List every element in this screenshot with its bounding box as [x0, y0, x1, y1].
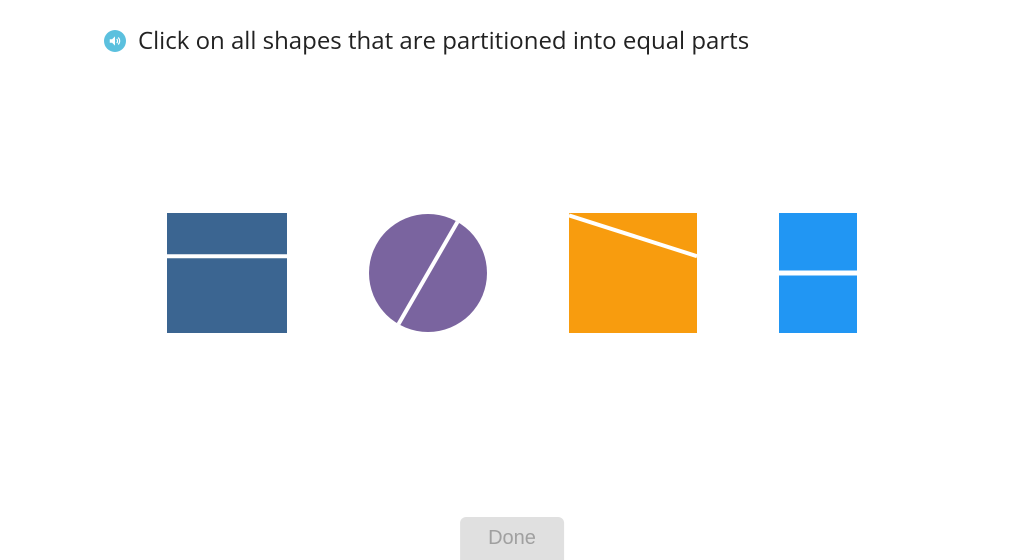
shape-svg-3: [569, 213, 697, 333]
shape-svg-1: [167, 213, 287, 333]
shape-svg-2: [369, 214, 487, 332]
shape-rect-equal-split[interactable]: [779, 213, 857, 338]
shape-rect-unequal-split[interactable]: [167, 213, 287, 338]
shape-rect-diagonal-unequal[interactable]: [569, 213, 697, 338]
question-text: Click on all shapes that are partitioned…: [138, 24, 749, 57]
speaker-icon: [108, 34, 122, 48]
shape-circle-diagonal[interactable]: [369, 214, 487, 337]
shape-svg-4: [779, 213, 857, 333]
shapes-row: [0, 213, 1024, 338]
question-header: Click on all shapes that are partitioned…: [0, 0, 1024, 57]
done-button-label: Done: [488, 527, 536, 549]
done-button[interactable]: Done: [460, 517, 564, 560]
audio-icon[interactable]: [104, 30, 126, 52]
